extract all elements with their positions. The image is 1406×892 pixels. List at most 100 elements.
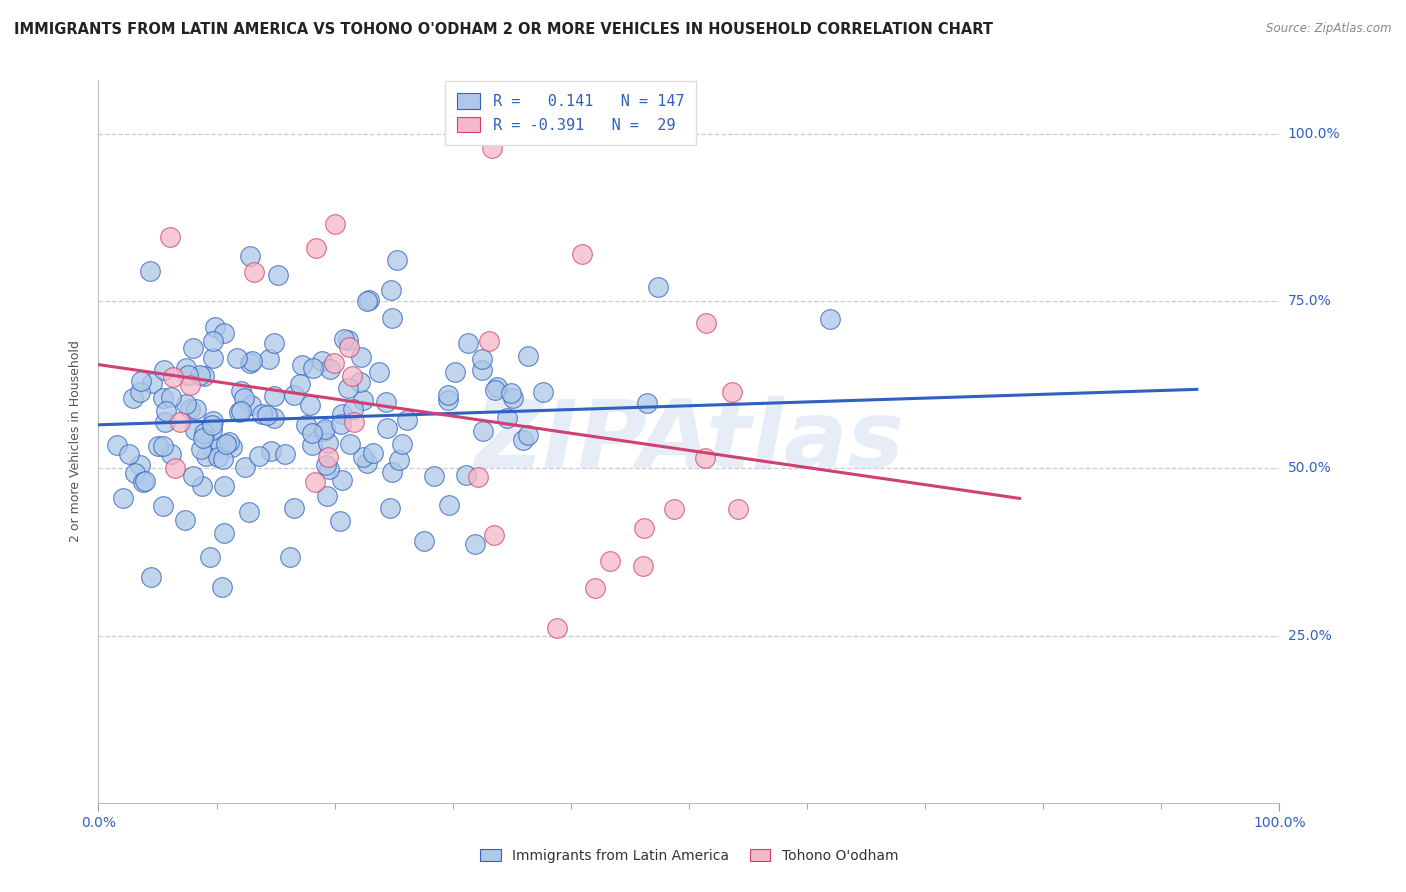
Point <box>239 249 262 263</box>
Point <box>316 435 339 450</box>
Point <box>472 424 495 438</box>
Point <box>233 460 256 475</box>
Point <box>436 388 458 402</box>
Point <box>481 141 503 155</box>
Point <box>301 437 323 451</box>
Point <box>233 391 256 405</box>
Point <box>319 361 342 376</box>
Point <box>396 413 419 427</box>
Point <box>179 377 201 392</box>
Point <box>152 499 174 513</box>
Point <box>181 341 204 355</box>
Point <box>391 437 413 451</box>
Point <box>368 365 391 379</box>
Point <box>229 384 252 398</box>
Point <box>226 351 249 365</box>
Point <box>193 432 215 446</box>
Text: 50.0%: 50.0% <box>1288 461 1331 475</box>
Point <box>134 474 156 488</box>
Point <box>200 439 222 453</box>
Point <box>191 479 214 493</box>
Point <box>174 361 197 376</box>
Point <box>212 451 235 466</box>
Point <box>337 340 360 354</box>
Point <box>193 425 215 440</box>
Point <box>342 401 364 416</box>
Point <box>212 479 235 493</box>
Point <box>636 396 658 410</box>
Point <box>153 416 176 430</box>
Point <box>380 500 402 515</box>
Point <box>467 470 489 484</box>
Point <box>349 375 371 389</box>
Point <box>274 447 297 461</box>
Point <box>207 450 229 465</box>
Y-axis label: 2 or more Vehicles in Household: 2 or more Vehicles in Household <box>69 341 83 542</box>
Point <box>184 402 207 417</box>
Point <box>202 414 225 428</box>
Point <box>128 458 150 472</box>
Point <box>155 403 177 417</box>
Point <box>250 407 273 421</box>
Point <box>464 537 486 551</box>
Point <box>316 450 339 465</box>
Point <box>337 381 360 395</box>
Point <box>247 449 270 463</box>
Point <box>240 354 263 368</box>
Text: Source: ZipAtlas.com: Source: ZipAtlas.com <box>1267 22 1392 36</box>
Point <box>471 363 494 377</box>
Point <box>190 442 212 457</box>
Point <box>599 553 621 567</box>
Point <box>318 462 340 476</box>
Text: IMMIGRANTS FROM LATIN AMERICA VS TOHONO O'ODHAM 2 OR MORE VEHICLES IN HOUSEHOLD : IMMIGRANTS FROM LATIN AMERICA VS TOHONO … <box>14 22 993 37</box>
Point <box>496 411 519 425</box>
Text: 75.0%: 75.0% <box>1288 294 1331 308</box>
Point <box>193 368 215 383</box>
Point <box>531 384 554 399</box>
Point <box>212 326 235 341</box>
Point <box>517 428 540 442</box>
Point <box>314 425 336 439</box>
Point <box>512 433 534 447</box>
Point <box>330 417 353 432</box>
Point <box>315 489 337 503</box>
Point <box>152 440 174 454</box>
Point <box>333 332 356 346</box>
Point <box>184 423 207 437</box>
Point <box>153 363 176 377</box>
Point <box>169 415 191 429</box>
Point <box>352 392 374 407</box>
Point <box>200 550 222 565</box>
Point <box>423 469 446 483</box>
Point <box>221 441 243 455</box>
Point <box>546 621 568 635</box>
Point <box>124 466 146 480</box>
Point <box>385 253 408 268</box>
Point <box>159 230 181 244</box>
Point <box>375 395 398 409</box>
Point <box>177 368 200 382</box>
Point <box>215 437 238 451</box>
Point <box>263 336 285 351</box>
Point <box>257 351 280 366</box>
Point <box>314 421 336 435</box>
Text: 25.0%: 25.0% <box>1288 629 1331 642</box>
Point <box>721 385 744 400</box>
Point <box>356 294 378 309</box>
Point <box>381 310 404 325</box>
Point <box>278 550 301 565</box>
Legend: Immigrants from Latin America, Tohono O'odham: Immigrants from Latin America, Tohono O'… <box>474 843 904 868</box>
Point <box>242 264 264 278</box>
Point <box>478 334 501 348</box>
Point <box>361 446 384 460</box>
Point <box>311 354 333 368</box>
Point <box>304 475 326 489</box>
Point <box>471 352 494 367</box>
Point <box>380 283 402 297</box>
Point <box>443 366 465 380</box>
Text: ZIPAtlas: ZIPAtlas <box>474 395 904 488</box>
Point <box>339 436 361 450</box>
Point <box>340 368 363 383</box>
Point <box>263 389 285 403</box>
Point <box>291 358 314 372</box>
